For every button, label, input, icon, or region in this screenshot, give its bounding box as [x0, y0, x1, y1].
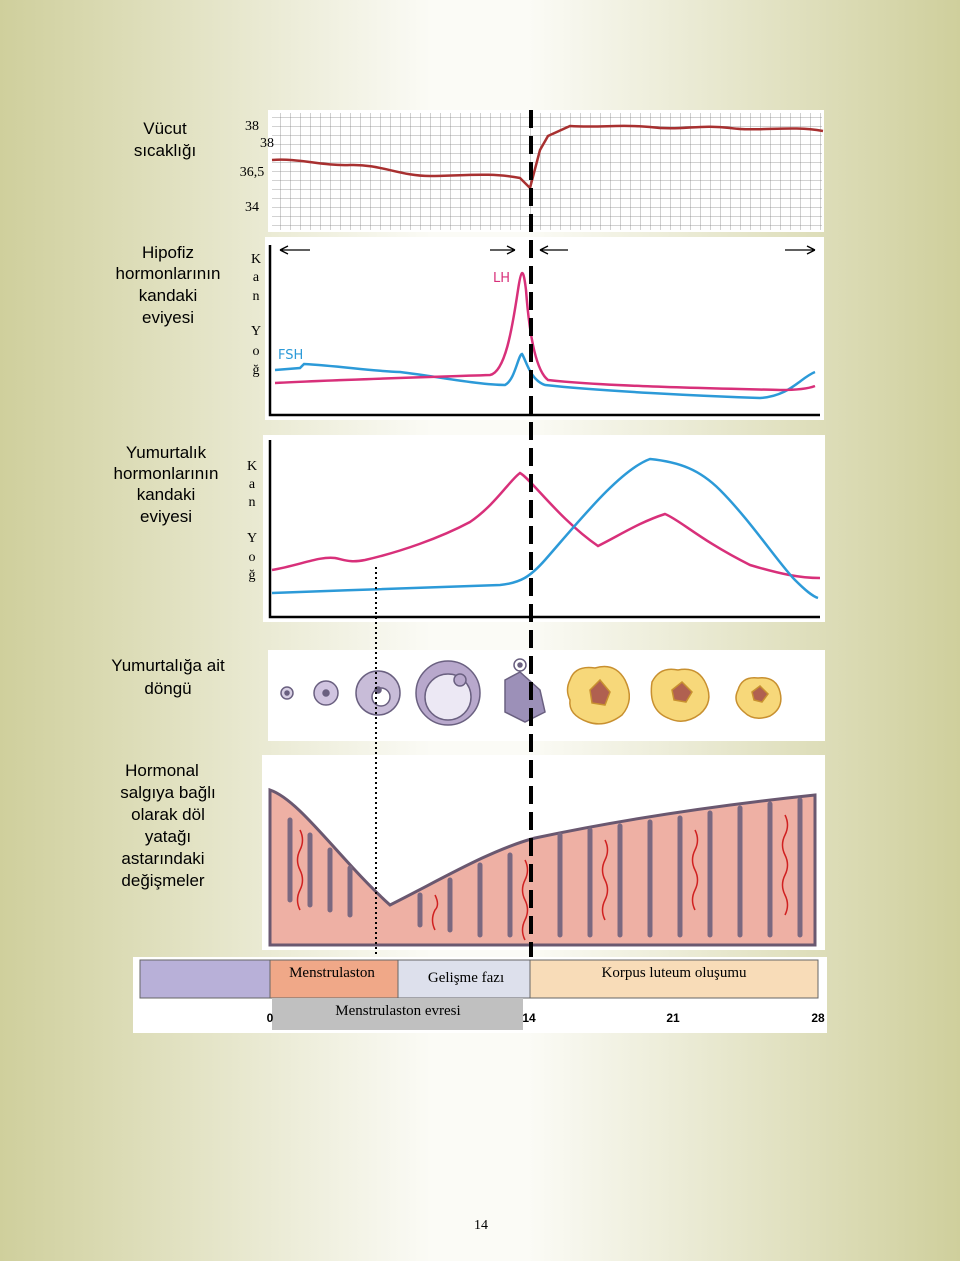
axis-letter: Y	[251, 324, 261, 339]
phase-bar-part	[397, 959, 531, 999]
row-label: olarak döl	[131, 805, 205, 824]
axis-letter: K	[251, 252, 261, 267]
endometrium-panel-part-part	[287, 797, 803, 938]
lh-label: LH	[493, 271, 510, 286]
temperature-panel-part	[271, 124, 824, 191]
axis-letter: n	[249, 495, 256, 510]
temperature-tick: 36,5	[240, 165, 265, 180]
phase-bar-part	[139, 959, 271, 999]
follicle-panel-part-part	[517, 662, 523, 668]
axis-letter: a	[253, 270, 260, 285]
row-label: döngü	[144, 679, 191, 698]
endometrium-panel-part	[296, 814, 789, 941]
row-label: kandaki	[139, 286, 198, 305]
ovarian-panel-part	[263, 435, 825, 622]
phase-bar-part	[272, 998, 523, 1030]
ovarian-panel-part	[268, 440, 820, 619]
follicle-panel	[268, 650, 825, 741]
temperature-panel: 38 38 36,5 34	[240, 110, 824, 232]
axis-letter: n	[253, 289, 260, 304]
temperature-tick: 38	[260, 136, 274, 151]
axis-letter: o	[249, 550, 256, 565]
follicle-panel-part	[280, 658, 546, 726]
temperature-tick: 38	[245, 119, 259, 134]
follicle-panel-part	[566, 665, 782, 725]
row-label: kandaki	[137, 485, 196, 504]
axis-letter: o	[253, 344, 260, 359]
row-label: Yumurtalığa ait	[111, 656, 225, 675]
ovarian-panel-part	[271, 471, 821, 580]
day-tick: 14	[522, 1011, 536, 1025]
page-number: 14	[474, 1218, 488, 1233]
axis-letter: a	[249, 477, 256, 492]
row-label: astarındaki	[121, 849, 204, 868]
row-label: yatağı	[145, 827, 191, 846]
phase-bar-part	[529, 959, 819, 999]
row-label: eviyesi	[140, 507, 192, 526]
follicle-panel-part-part	[589, 678, 611, 706]
phase-label: Korpus luteum oluşumu	[602, 965, 747, 981]
temperature-tick: 34	[245, 200, 259, 215]
fsh-label: FSH	[278, 348, 303, 363]
row-label: Hormonal	[125, 761, 199, 780]
pituitary-panel: LH FSH K a n Y o ğ	[251, 237, 824, 420]
follicle-panel-part-part	[284, 690, 290, 696]
temperature-panel-part	[272, 113, 822, 230]
row-label: değişmeler	[121, 871, 204, 890]
axis-letter: ğ	[249, 568, 256, 583]
pituitary-panel-part	[268, 245, 820, 417]
phase-label: Gelişme fazı	[428, 970, 504, 986]
day-tick: 28	[811, 1011, 825, 1025]
day-tick: 0	[267, 1011, 274, 1025]
phase-label: Menstrulaston evresi	[335, 1003, 460, 1019]
row-label: eviyesi	[142, 308, 194, 327]
pituitary-panel-part	[274, 352, 816, 400]
pituitary-panel-part	[265, 237, 824, 420]
follicle-panel-part-part	[322, 689, 330, 697]
pituitary-panel-part	[274, 271, 816, 392]
day-tick: 21	[666, 1011, 680, 1025]
endometrium-panel-part	[287, 797, 803, 938]
follicle-panel-part-part	[751, 685, 769, 703]
row-label: Vücut	[143, 119, 187, 138]
endometrium-panel-part-part	[296, 814, 789, 941]
row-label: Hipofiz	[142, 243, 194, 262]
axis-letter: K	[247, 459, 257, 474]
row-label: hormonlarının	[114, 464, 219, 483]
row-label: hormonlarının	[116, 264, 221, 283]
follicle-panel-part-part	[453, 673, 467, 687]
ovarian-panel: K a n Y o ğ	[247, 435, 825, 622]
row-label: Yumurtalık	[126, 443, 207, 462]
row-label: sıcaklığı	[134, 141, 196, 160]
follicle-panel-part-part	[504, 671, 546, 723]
ovarian-panel-part	[271, 457, 819, 600]
follicle-panel-part-part	[671, 680, 693, 703]
row-label: salgıya bağlı	[120, 783, 215, 802]
axis-letter: Y	[247, 531, 257, 546]
pituitary-panel-part	[279, 245, 816, 255]
phase-bar: Menstrulaston Gelişme fazı Korpus luteum…	[133, 957, 827, 1033]
endometrium-panel	[262, 755, 825, 950]
row-labels: Vücut sıcaklığı Hipofiz hormonlarının ka…	[111, 119, 225, 890]
phase-label: Menstrulaston	[289, 965, 375, 981]
axis-letter: ğ	[253, 363, 260, 378]
